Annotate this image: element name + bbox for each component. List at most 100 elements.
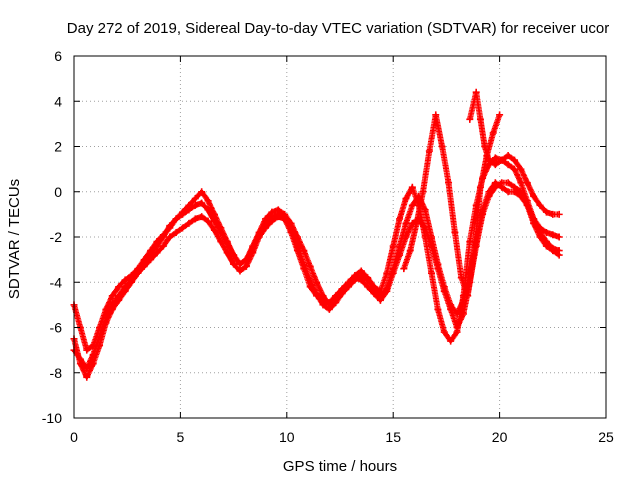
data-point: [517, 188, 525, 196]
data-point: [389, 242, 397, 250]
data-point: [166, 233, 174, 241]
data-point: [491, 154, 499, 162]
data-point: [332, 299, 340, 307]
data-point: [466, 238, 474, 246]
data-point: [555, 210, 563, 218]
data-point: [325, 299, 333, 307]
data-point: [115, 283, 123, 291]
data-point: [434, 305, 442, 313]
data-point: [438, 143, 446, 150]
data-point: [413, 219, 421, 227]
data-point: [204, 217, 212, 225]
data-point: [549, 210, 557, 218]
series-track-d: [400, 111, 504, 300]
data-point: [204, 206, 212, 214]
data-point: [223, 240, 231, 248]
data-point: [351, 274, 359, 282]
data-point: [510, 165, 518, 173]
data-point: [510, 156, 518, 164]
data-point: [542, 242, 550, 250]
data-point: [242, 256, 250, 264]
data-point: [542, 228, 550, 236]
data-point: [517, 179, 525, 187]
data-point: [242, 262, 250, 270]
data-point: [498, 156, 506, 164]
data-point: [491, 161, 499, 169]
data-point: [255, 231, 263, 239]
data-point: [530, 219, 538, 227]
y-tick-label: -10: [42, 410, 62, 426]
series-track-e: [466, 88, 563, 218]
data-point: [210, 217, 218, 225]
data-point: [313, 292, 321, 300]
data-point: [83, 364, 91, 372]
data-point: [83, 346, 91, 354]
data-point: [96, 333, 104, 341]
data-point: [306, 283, 314, 291]
data-point: [453, 324, 461, 331]
data-point: [485, 192, 493, 200]
data-point: [542, 208, 550, 216]
data-point: [530, 192, 538, 200]
data-point: [402, 195, 410, 203]
data-point: [281, 215, 289, 223]
data-point: [370, 290, 378, 298]
x-tick-label: 25: [598, 429, 614, 445]
data-point: [364, 283, 372, 291]
data-point: [451, 228, 459, 236]
data-point: [83, 373, 91, 381]
data-point: [121, 283, 129, 291]
y-tick-label: -2: [50, 229, 63, 245]
data-point: [491, 183, 499, 191]
data-point: [364, 276, 372, 284]
data-point: [236, 260, 244, 268]
data-point: [440, 328, 448, 336]
data-point: [459, 310, 467, 318]
data-point: [523, 179, 531, 187]
data-point: [115, 292, 123, 300]
data-point: [274, 210, 282, 218]
data-point: [172, 215, 180, 223]
x-tick-label: 10: [279, 429, 295, 445]
data-point: [357, 276, 365, 284]
y-tick-label: -6: [50, 320, 63, 336]
data-point: [191, 195, 199, 203]
data-point: [396, 251, 404, 259]
data-point: [185, 206, 193, 214]
data-point: [102, 314, 110, 322]
data-point: [236, 267, 244, 275]
data-point: [485, 156, 493, 164]
data-point: [191, 201, 199, 209]
data-point: [325, 305, 333, 313]
data-point: [287, 228, 295, 236]
data-point: [376, 296, 384, 304]
data-point: [319, 296, 327, 304]
x-tick-label: 0: [70, 429, 78, 445]
data-point: [504, 179, 512, 187]
data-point: [402, 233, 410, 241]
data-point: [536, 201, 544, 209]
data-point: [406, 247, 414, 255]
data-point: [249, 244, 257, 252]
data-point: [408, 183, 416, 191]
data-point: [159, 242, 167, 250]
data-point: [510, 183, 518, 191]
x-tick-label: 20: [492, 429, 508, 445]
x-tick-label: 15: [385, 429, 401, 445]
data-point: [172, 228, 180, 236]
data-point: [402, 219, 410, 227]
data-point: [166, 222, 174, 230]
data-point: [300, 265, 308, 273]
data-point: [383, 287, 391, 295]
data-point: [440, 287, 448, 295]
y-tick-label: 6: [54, 48, 62, 64]
data-point: [428, 269, 436, 277]
y-tick-label: 4: [54, 93, 62, 109]
data-point: [472, 88, 480, 96]
data-point: [198, 213, 206, 221]
data-point: [108, 292, 116, 300]
data-point: [140, 260, 148, 268]
x-tick-label: 5: [177, 429, 185, 445]
y-tick-label: -8: [50, 365, 63, 381]
